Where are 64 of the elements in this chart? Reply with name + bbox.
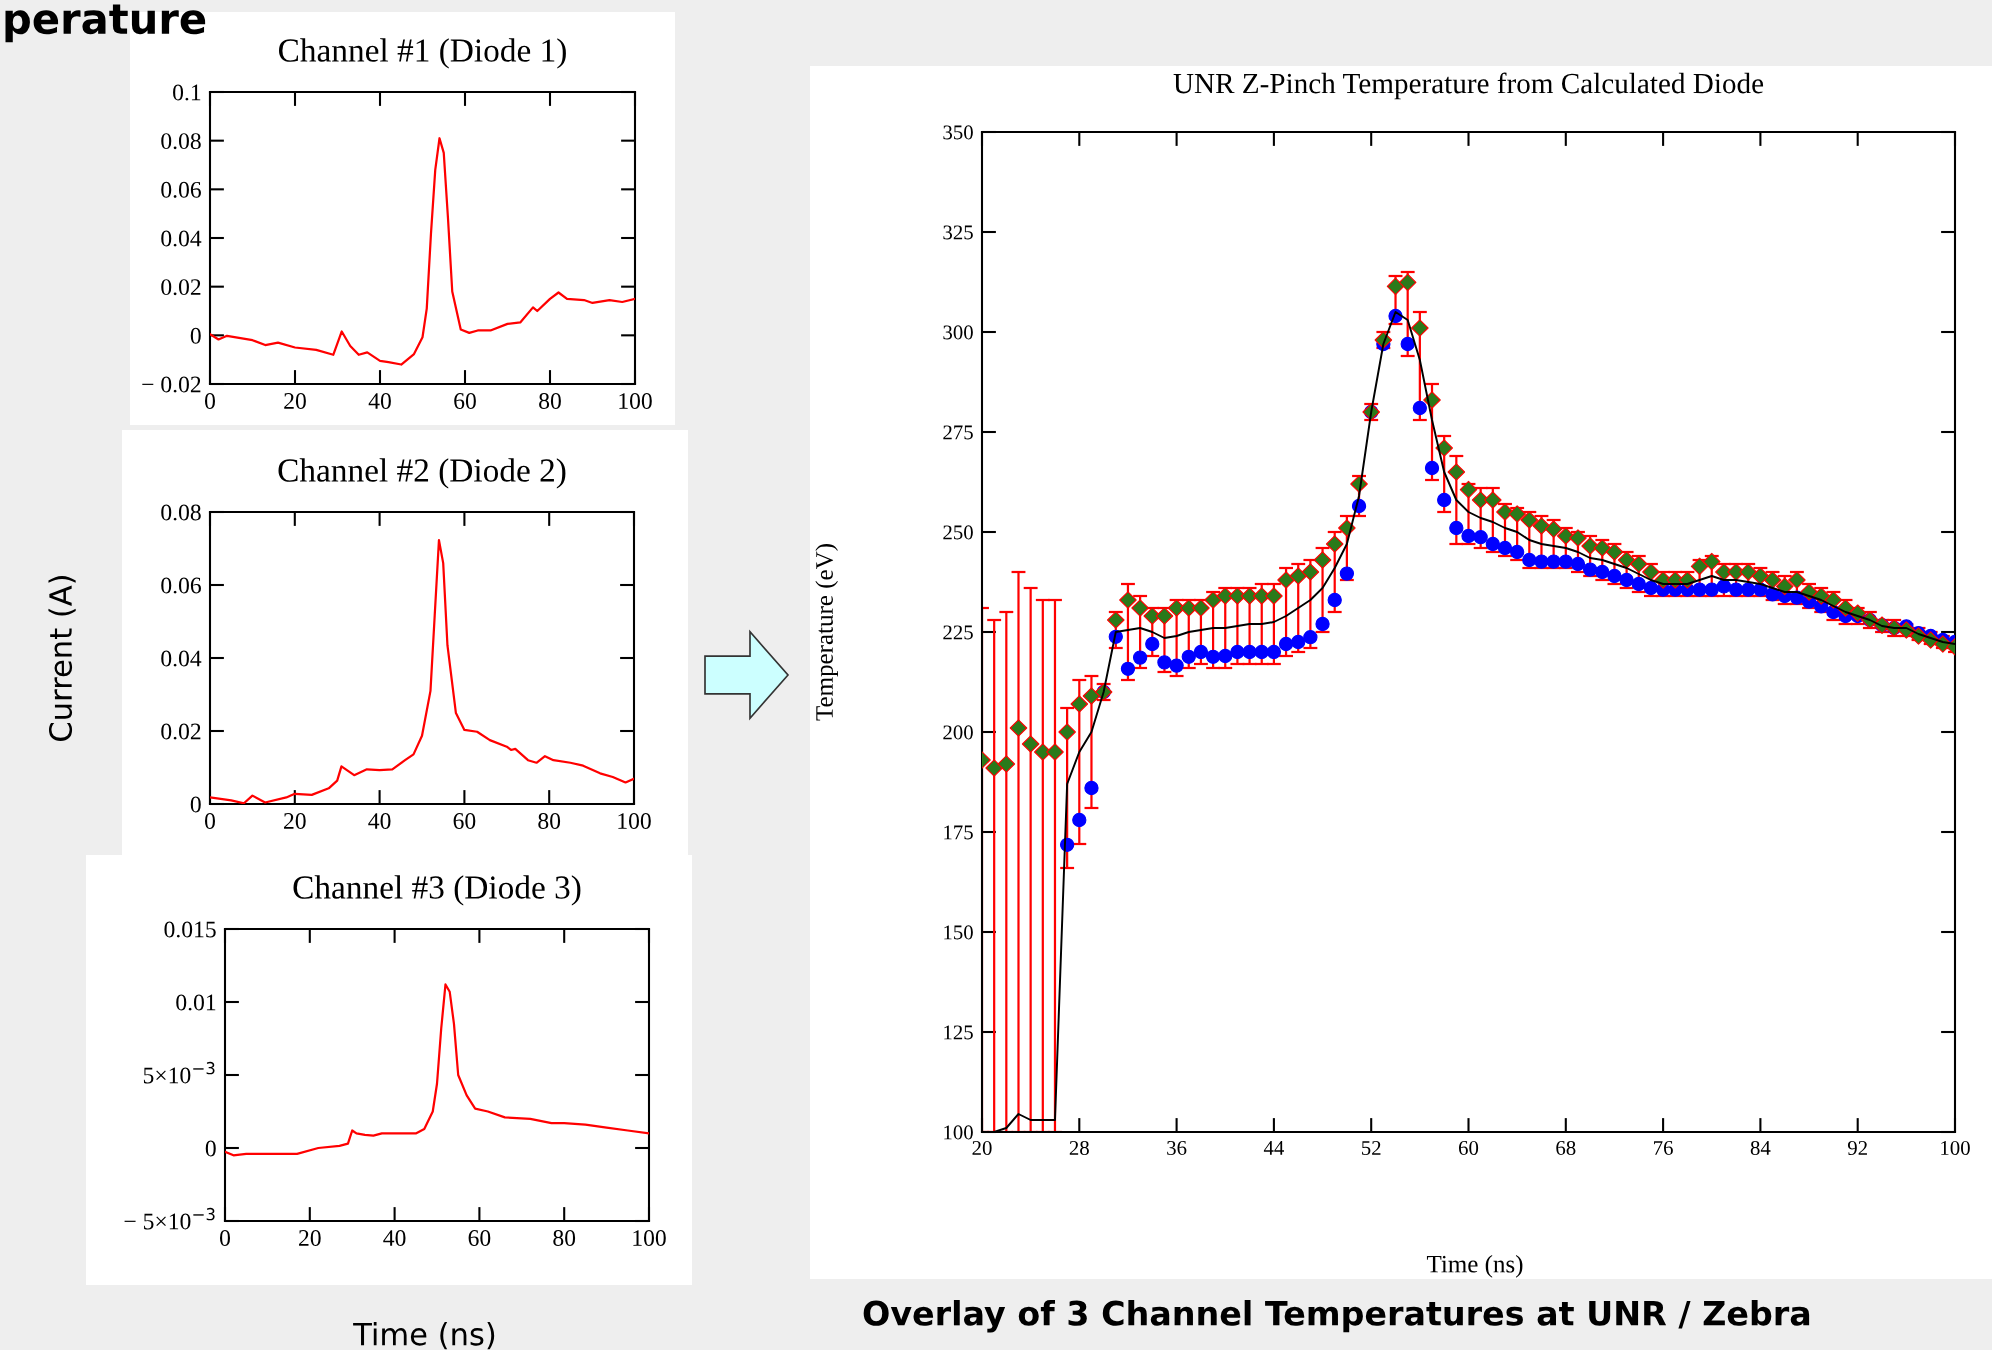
x-tick-label: 52: [1361, 1140, 1381, 1155]
x-tick-label: 36: [1167, 1140, 1187, 1155]
chart-title: Channel #1 (Diode 1): [278, 38, 566, 69]
y-tick-label: 0.08: [161, 133, 201, 150]
y-tick-label: 275: [943, 425, 973, 440]
y-tick-label: 0: [190, 327, 201, 344]
x-tick-label: 100: [618, 813, 651, 829]
x-tick-label: 20: [284, 393, 306, 409]
y-tick-label: 125: [944, 1025, 973, 1040]
y-tick-label: 0.04: [161, 230, 202, 247]
x-tick-label: 100: [633, 1230, 666, 1246]
x-tick-label: 80: [539, 393, 561, 409]
x-tick-label: 40: [383, 1230, 406, 1246]
y-tick-label: 175: [944, 825, 973, 840]
x-axis-title: Time (ns): [353, 1322, 495, 1350]
y-tick-label: 5×10$^{−3}$: [143, 1061, 215, 1084]
x-tick-label: 60: [453, 813, 476, 829]
y-tick-label: 200: [943, 725, 973, 740]
y-tick-label: − 0.02: [142, 376, 201, 393]
x-tick-label: 100: [619, 393, 652, 409]
y-tick-label: 150: [944, 925, 973, 940]
y-tick-label: − 5×10$^{−3}$: [124, 1207, 215, 1230]
text: perature: [5, 4, 206, 43]
y-tick-label: 0.02: [161, 723, 201, 740]
chart-title: Channel #2 (Diode 2): [278, 458, 566, 489]
y-tick-label: 300: [943, 325, 973, 340]
x-tick-label: 84: [1750, 1140, 1771, 1155]
text: Overlay of 3 Channel Temperatures at UNR / Zebra: [863, 1300, 1810, 1333]
y-tick-label: 350: [943, 125, 973, 140]
x-tick-label: 68: [1556, 1140, 1576, 1155]
x-tick-label: 60: [468, 1230, 491, 1246]
x-tick-label: 100: [1941, 1140, 1970, 1155]
x-tick-label: 80: [553, 1230, 576, 1246]
chart-title: Channel #3 (Diode 3): [293, 875, 581, 906]
x-tick-label: 40: [368, 393, 391, 409]
y-tick-label: 225: [943, 625, 973, 640]
x-tick-label: 92: [1847, 1140, 1867, 1155]
x-tick-label: 40: [368, 813, 391, 829]
x-tick-label: 20: [972, 1140, 992, 1155]
y-tick-label: 0.06: [161, 181, 201, 198]
y-tick-label: 0.02: [161, 279, 201, 296]
y-axis-title: Current (A): [48, 576, 76, 741]
chart-title: UNR Z-Pinch Temperature from Calculated Diode: [1173, 72, 1764, 100]
y-tick-label: 250: [943, 525, 973, 540]
x-tick-label: 60: [454, 393, 476, 409]
y-tick-label: 0.04: [161, 650, 202, 667]
x-tick-label: 76: [1654, 1140, 1673, 1155]
x-tick-label: 80: [538, 813, 561, 829]
y-axis-title: Temperature (eV): [815, 544, 838, 721]
x-tick-label: 0: [220, 1230, 230, 1246]
y-tick-label: 100: [944, 1125, 973, 1140]
y-tick-label: 0.08: [161, 504, 201, 521]
x-axis-title: Time (ns): [1426, 1255, 1523, 1278]
y-tick-label: 0.015: [164, 921, 216, 938]
x-tick-label: 20: [284, 813, 306, 829]
y-tick-label: 0.01: [176, 994, 216, 1011]
x-tick-label: 28: [1069, 1140, 1089, 1155]
y-tick-label: 325: [943, 225, 973, 240]
x-tick-label: 20: [299, 1230, 321, 1246]
y-tick-label: 0.1: [173, 84, 201, 101]
y-tick-label: 0: [190, 796, 201, 813]
x-tick-label: 44: [1263, 1141, 1284, 1155]
y-tick-label: 0.06: [161, 577, 201, 594]
x-tick-label: 60: [1458, 1140, 1479, 1155]
